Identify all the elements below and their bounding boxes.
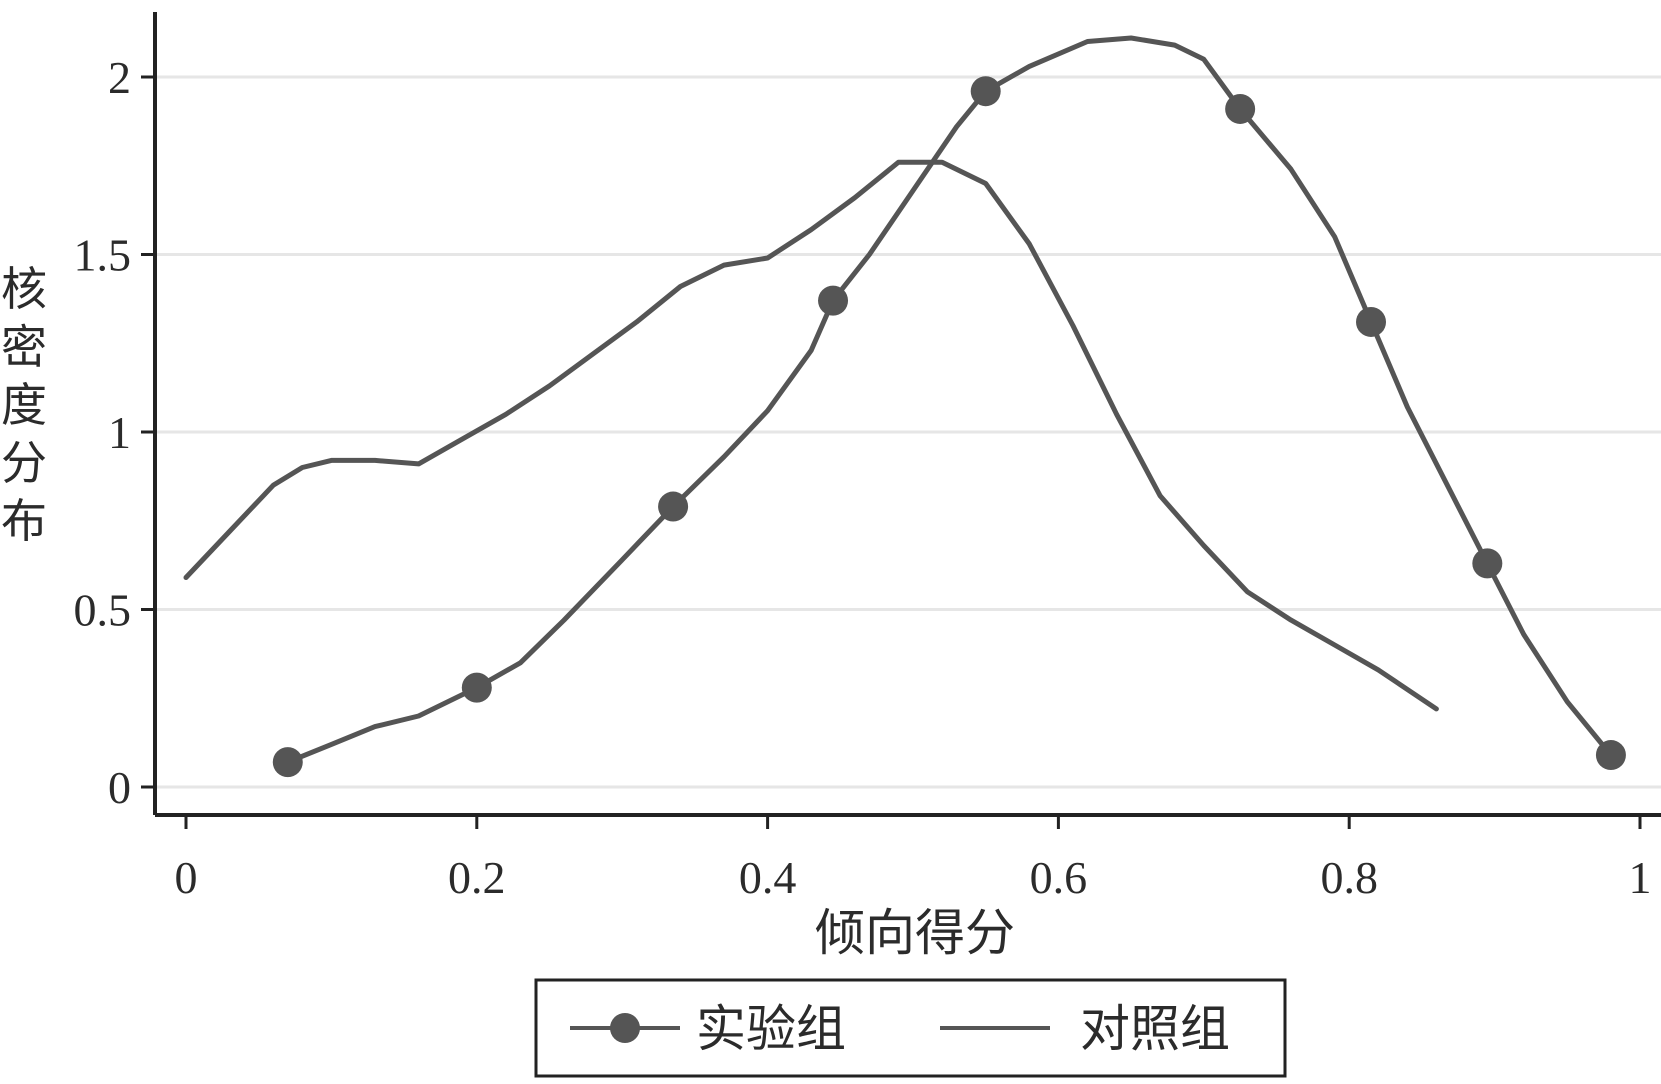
series-1-marker-8 [1596,740,1626,770]
axis-layer: 0 0.5 1 1.5 2 0 0.2 0.4 0.6 0.8 1 [74,12,1661,903]
series-1-marker-2 [658,492,688,522]
grid-layer [155,77,1661,787]
y-tick-label-0: 0 [108,762,131,813]
series-line-2 [186,162,1436,709]
x-tick-label-5: 1 [1629,852,1652,903]
y-axis-title-char: 密 [1,322,47,373]
x-tick-label-3: 0.6 [1030,852,1088,903]
legend-swatch-marker-1 [610,1013,640,1043]
x-tick-label-2: 0.4 [739,852,797,903]
y-tick-label-4: 2 [108,52,131,103]
legend-label-2: 对照组 [1080,1001,1230,1057]
series-1-marker-6 [1356,307,1386,337]
x-tick-label-4: 0.8 [1320,852,1378,903]
series-1-marker-0 [273,747,303,777]
y-axis-title-char: 布 [1,496,47,547]
series-1-marker-3 [818,286,848,316]
y-tick-label-1: 0.5 [74,585,132,636]
x-axis-title: 倾向得分 [815,905,1015,961]
legend-label-1: 实验组 [696,1001,846,1057]
y-tick-label-3: 1.5 [74,230,132,281]
legend: 实验组 对照组 [536,980,1285,1076]
y-axis-title-char: 分 [1,438,47,489]
series-1-marker-4 [971,76,1001,106]
series-1-marker-7 [1472,548,1502,578]
y-axis-title-char: 度 [1,380,47,431]
y-axis-title-char: 核 [1,264,47,315]
y-tick-label-2: 1 [108,407,131,458]
series-layer [186,38,1626,777]
series-1-marker-1 [462,673,492,703]
series-1-marker-5 [1225,94,1255,124]
x-tick-label-1: 0.2 [448,852,506,903]
x-tick-label-0: 0 [175,852,198,903]
series-line-1 [288,38,1611,762]
